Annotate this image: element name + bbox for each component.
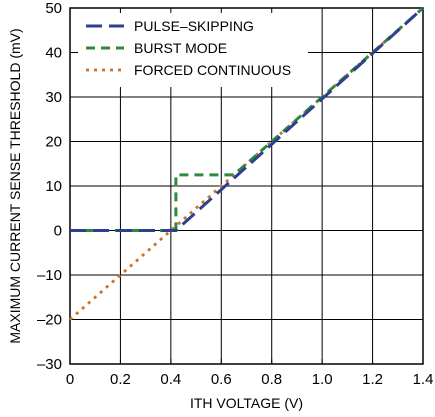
series-line-burst-mode	[70, 6, 424, 232]
y-tick-label: –10	[37, 267, 62, 284]
y-axis-title: MAXIMUM CURRENT SENSE THRESHOLD (mV)	[7, 28, 23, 343]
x-tick-label: 0.4	[160, 371, 181, 388]
series-line-pulse-skipping	[70, 6, 425, 232]
x-tick-label: 1.0	[312, 371, 333, 388]
y-tick-label: 20	[45, 134, 62, 151]
y-tick-label: –30	[37, 356, 62, 373]
y-tick-label: 50	[45, 0, 62, 17]
x-tick-label: 0.2	[110, 371, 131, 388]
y-tick-label: 10	[45, 178, 62, 195]
legend-label: PULSE–SKIPPING	[134, 18, 254, 34]
legend-label: BURST MODE	[134, 40, 227, 56]
legend-label: FORCED CONTINUOUS	[134, 62, 291, 78]
y-tick-label: –20	[37, 312, 62, 329]
y-tick-label: 0	[54, 223, 62, 240]
x-tick-label: 0.8	[261, 371, 282, 388]
y-tick-label: 40	[45, 45, 62, 62]
x-tick-label: 1.2	[362, 371, 383, 388]
y-tick-label: 30	[45, 89, 62, 106]
x-tick-label: 1.4	[413, 371, 434, 388]
x-tick-label: 0	[66, 371, 74, 388]
x-axis-title: ITH VOLTAGE (V)	[190, 395, 303, 411]
x-tick-label: 0.6	[211, 371, 232, 388]
